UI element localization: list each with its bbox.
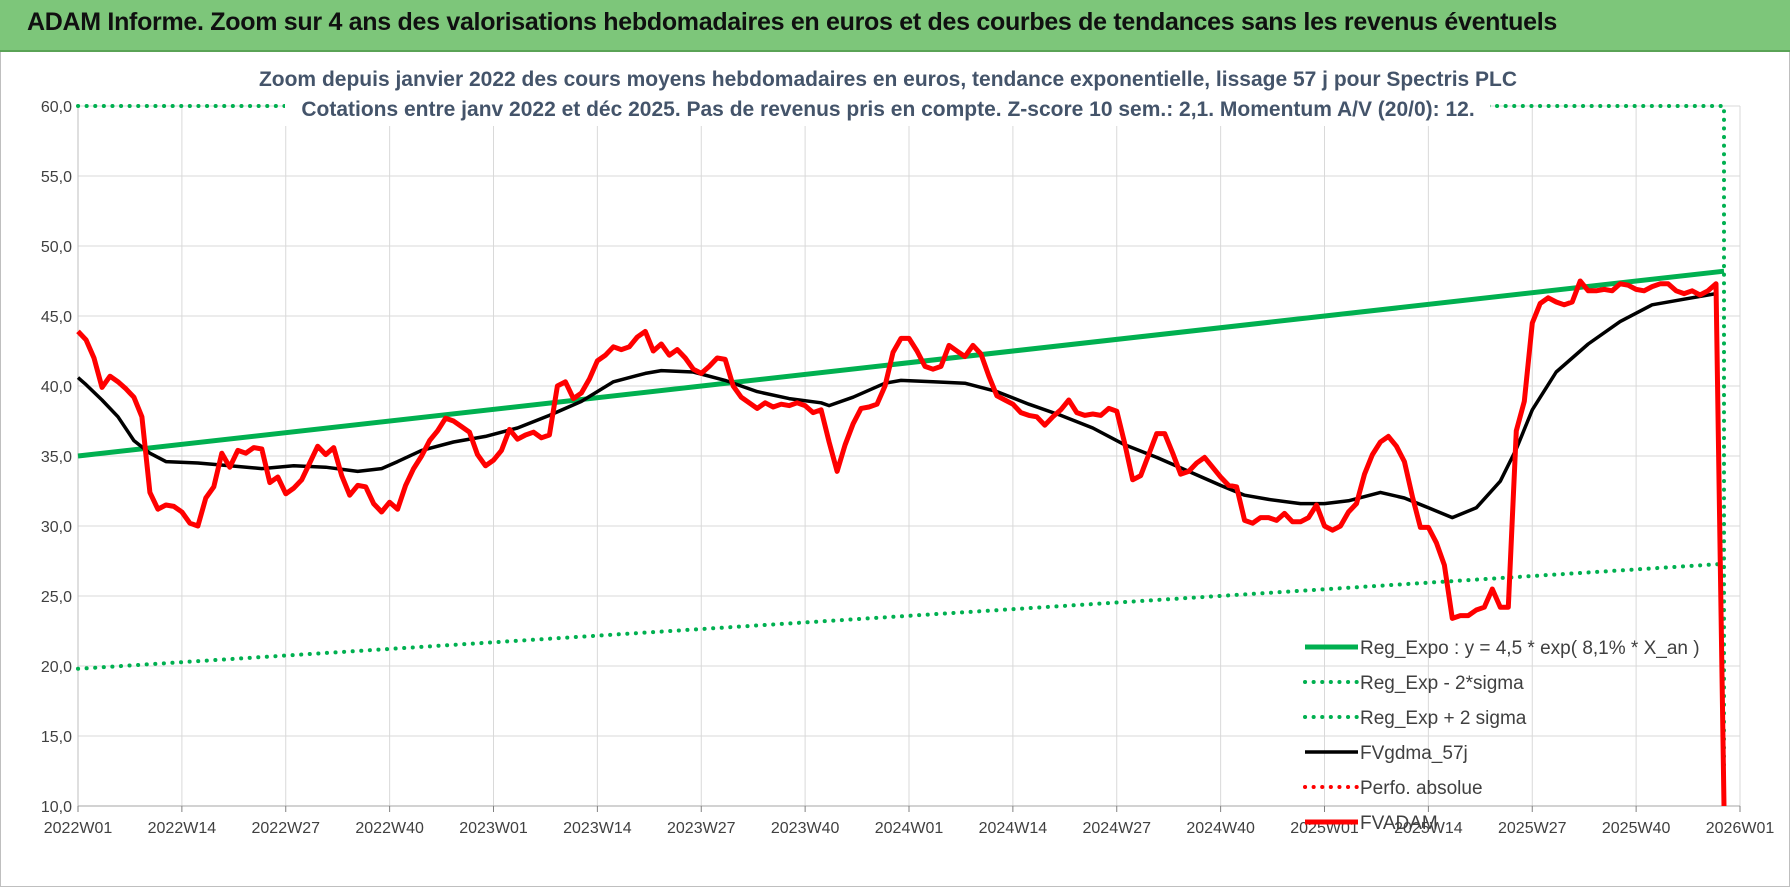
x-tick-label: 2022W40 <box>355 820 424 837</box>
y-tick-label: 50,0 <box>41 239 72 256</box>
y-tick-label: 15,0 <box>41 729 72 746</box>
x-tick-label: 2024W40 <box>1186 820 1255 837</box>
legend-label-4: Perfo. absolue <box>1360 778 1483 799</box>
x-axis: 2022W01 2022W14 2022W27 2022W40 2023W01 2023W… <box>44 806 1775 837</box>
series-line-5 <box>76 278 1727 807</box>
chart-title: Zoom depuis janvier 2022 des cours moyen… <box>259 62 1517 126</box>
legend-label-3: FVgdma_57j <box>1360 743 1468 764</box>
x-tick-label: 2022W01 <box>44 820 113 837</box>
series-line-1 <box>76 561 1726 671</box>
header-banner: ADAM Informe. Zoom sur 4 ans des valoris… <box>0 0 1790 52</box>
series-line-3 <box>76 291 1717 520</box>
x-tick-label: 2022W27 <box>252 820 321 837</box>
x-tick-label: 2025W27 <box>1498 820 1567 837</box>
legend-label-5: FVADAM <box>1360 813 1438 834</box>
chart-title-background <box>285 62 1490 126</box>
legend-label-2: Reg_Exp + 2 sigma <box>1360 708 1527 729</box>
chart-title-line-1: Zoom depuis janvier 2022 des cours moyen… <box>259 68 1517 91</box>
x-tick-label: 2024W01 <box>875 820 944 837</box>
y-tick-label: 45,0 <box>41 309 72 326</box>
x-tick-label: 2023W27 <box>667 820 736 837</box>
y-axis: 10,0 15,0 20,0 25,0 30,0 35,0 40,0 45,0 50,0 55,0… <box>41 99 72 816</box>
x-tick-label: 2024W14 <box>979 820 1048 837</box>
y-tick-label: 20,0 <box>41 659 72 676</box>
y-tick-label: 40,0 <box>41 379 72 396</box>
gridlines <box>77 105 1741 807</box>
chart: 10,0 15,0 20,0 25,0 30,0 35,0 40,0 45,0 50,0 55,0… <box>41 62 1775 837</box>
legend-label-0: Reg_Expo : y = 4,5 * exp( 8,1% * X_an ) <box>1360 638 1700 659</box>
chart-title-line-2: Cotations entre janv 2022 et déc 2025. P… <box>301 98 1474 121</box>
legend: Reg_Expo : y = 4,5 * exp( 8,1% * X_an ) R… <box>1303 638 1700 834</box>
legend-label-1: Reg_Exp - 2*sigma <box>1360 673 1524 694</box>
y-tick-label: 55,0 <box>41 169 72 186</box>
y-tick-label: 35,0 <box>41 449 72 466</box>
x-tick-label: 2023W40 <box>771 820 840 837</box>
x-tick-label: 2025W14 <box>1394 820 1463 837</box>
banner-title: ADAM Informe. Zoom sur 4 ans des valoris… <box>27 8 1557 36</box>
x-tick-label: 2025W40 <box>1602 820 1671 837</box>
y-tick-label: 25,0 <box>41 589 72 606</box>
x-tick-label: 2023W14 <box>563 820 632 837</box>
y-tick-label: 10,0 <box>41 799 72 816</box>
x-tick-label: 2022W14 <box>148 820 217 837</box>
series-line-0 <box>77 268 1725 459</box>
y-tick-label: 60,0 <box>41 99 72 116</box>
x-tick-label: 2023W01 <box>459 820 528 837</box>
y-tick-label: 30,0 <box>41 519 72 536</box>
x-tick-label: 2024W27 <box>1083 820 1152 837</box>
x-tick-label: 2026W01 <box>1706 820 1775 837</box>
